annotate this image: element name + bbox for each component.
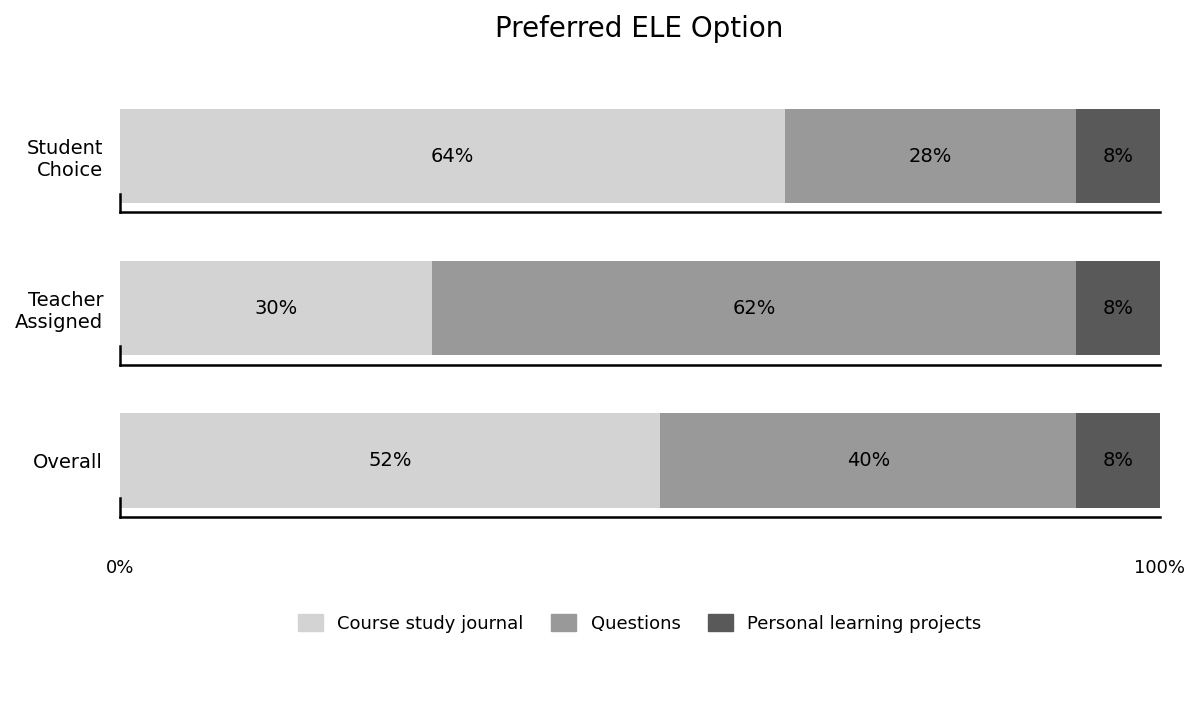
- Bar: [432, 261, 1076, 355]
- Text: 8%: 8%: [1103, 298, 1134, 317]
- Bar: [120, 261, 432, 355]
- Text: 8%: 8%: [1103, 451, 1134, 470]
- Text: 64%: 64%: [431, 146, 474, 165]
- Bar: [1076, 109, 1159, 203]
- Bar: [660, 414, 1076, 507]
- Bar: [1076, 414, 1159, 507]
- Text: 28%: 28%: [910, 146, 953, 165]
- Text: 40%: 40%: [847, 451, 890, 470]
- Bar: [120, 109, 785, 203]
- Text: 8%: 8%: [1103, 146, 1134, 165]
- Bar: [120, 414, 660, 507]
- Bar: [785, 109, 1076, 203]
- Legend: Course study journal, Questions, Personal learning projects: Course study journal, Questions, Persona…: [290, 606, 989, 640]
- Text: 52%: 52%: [368, 451, 412, 470]
- Bar: [1076, 261, 1159, 355]
- Text: 30%: 30%: [254, 298, 298, 317]
- Title: Preferred ELE Option: Preferred ELE Option: [496, 15, 784, 43]
- Text: 62%: 62%: [732, 298, 775, 317]
